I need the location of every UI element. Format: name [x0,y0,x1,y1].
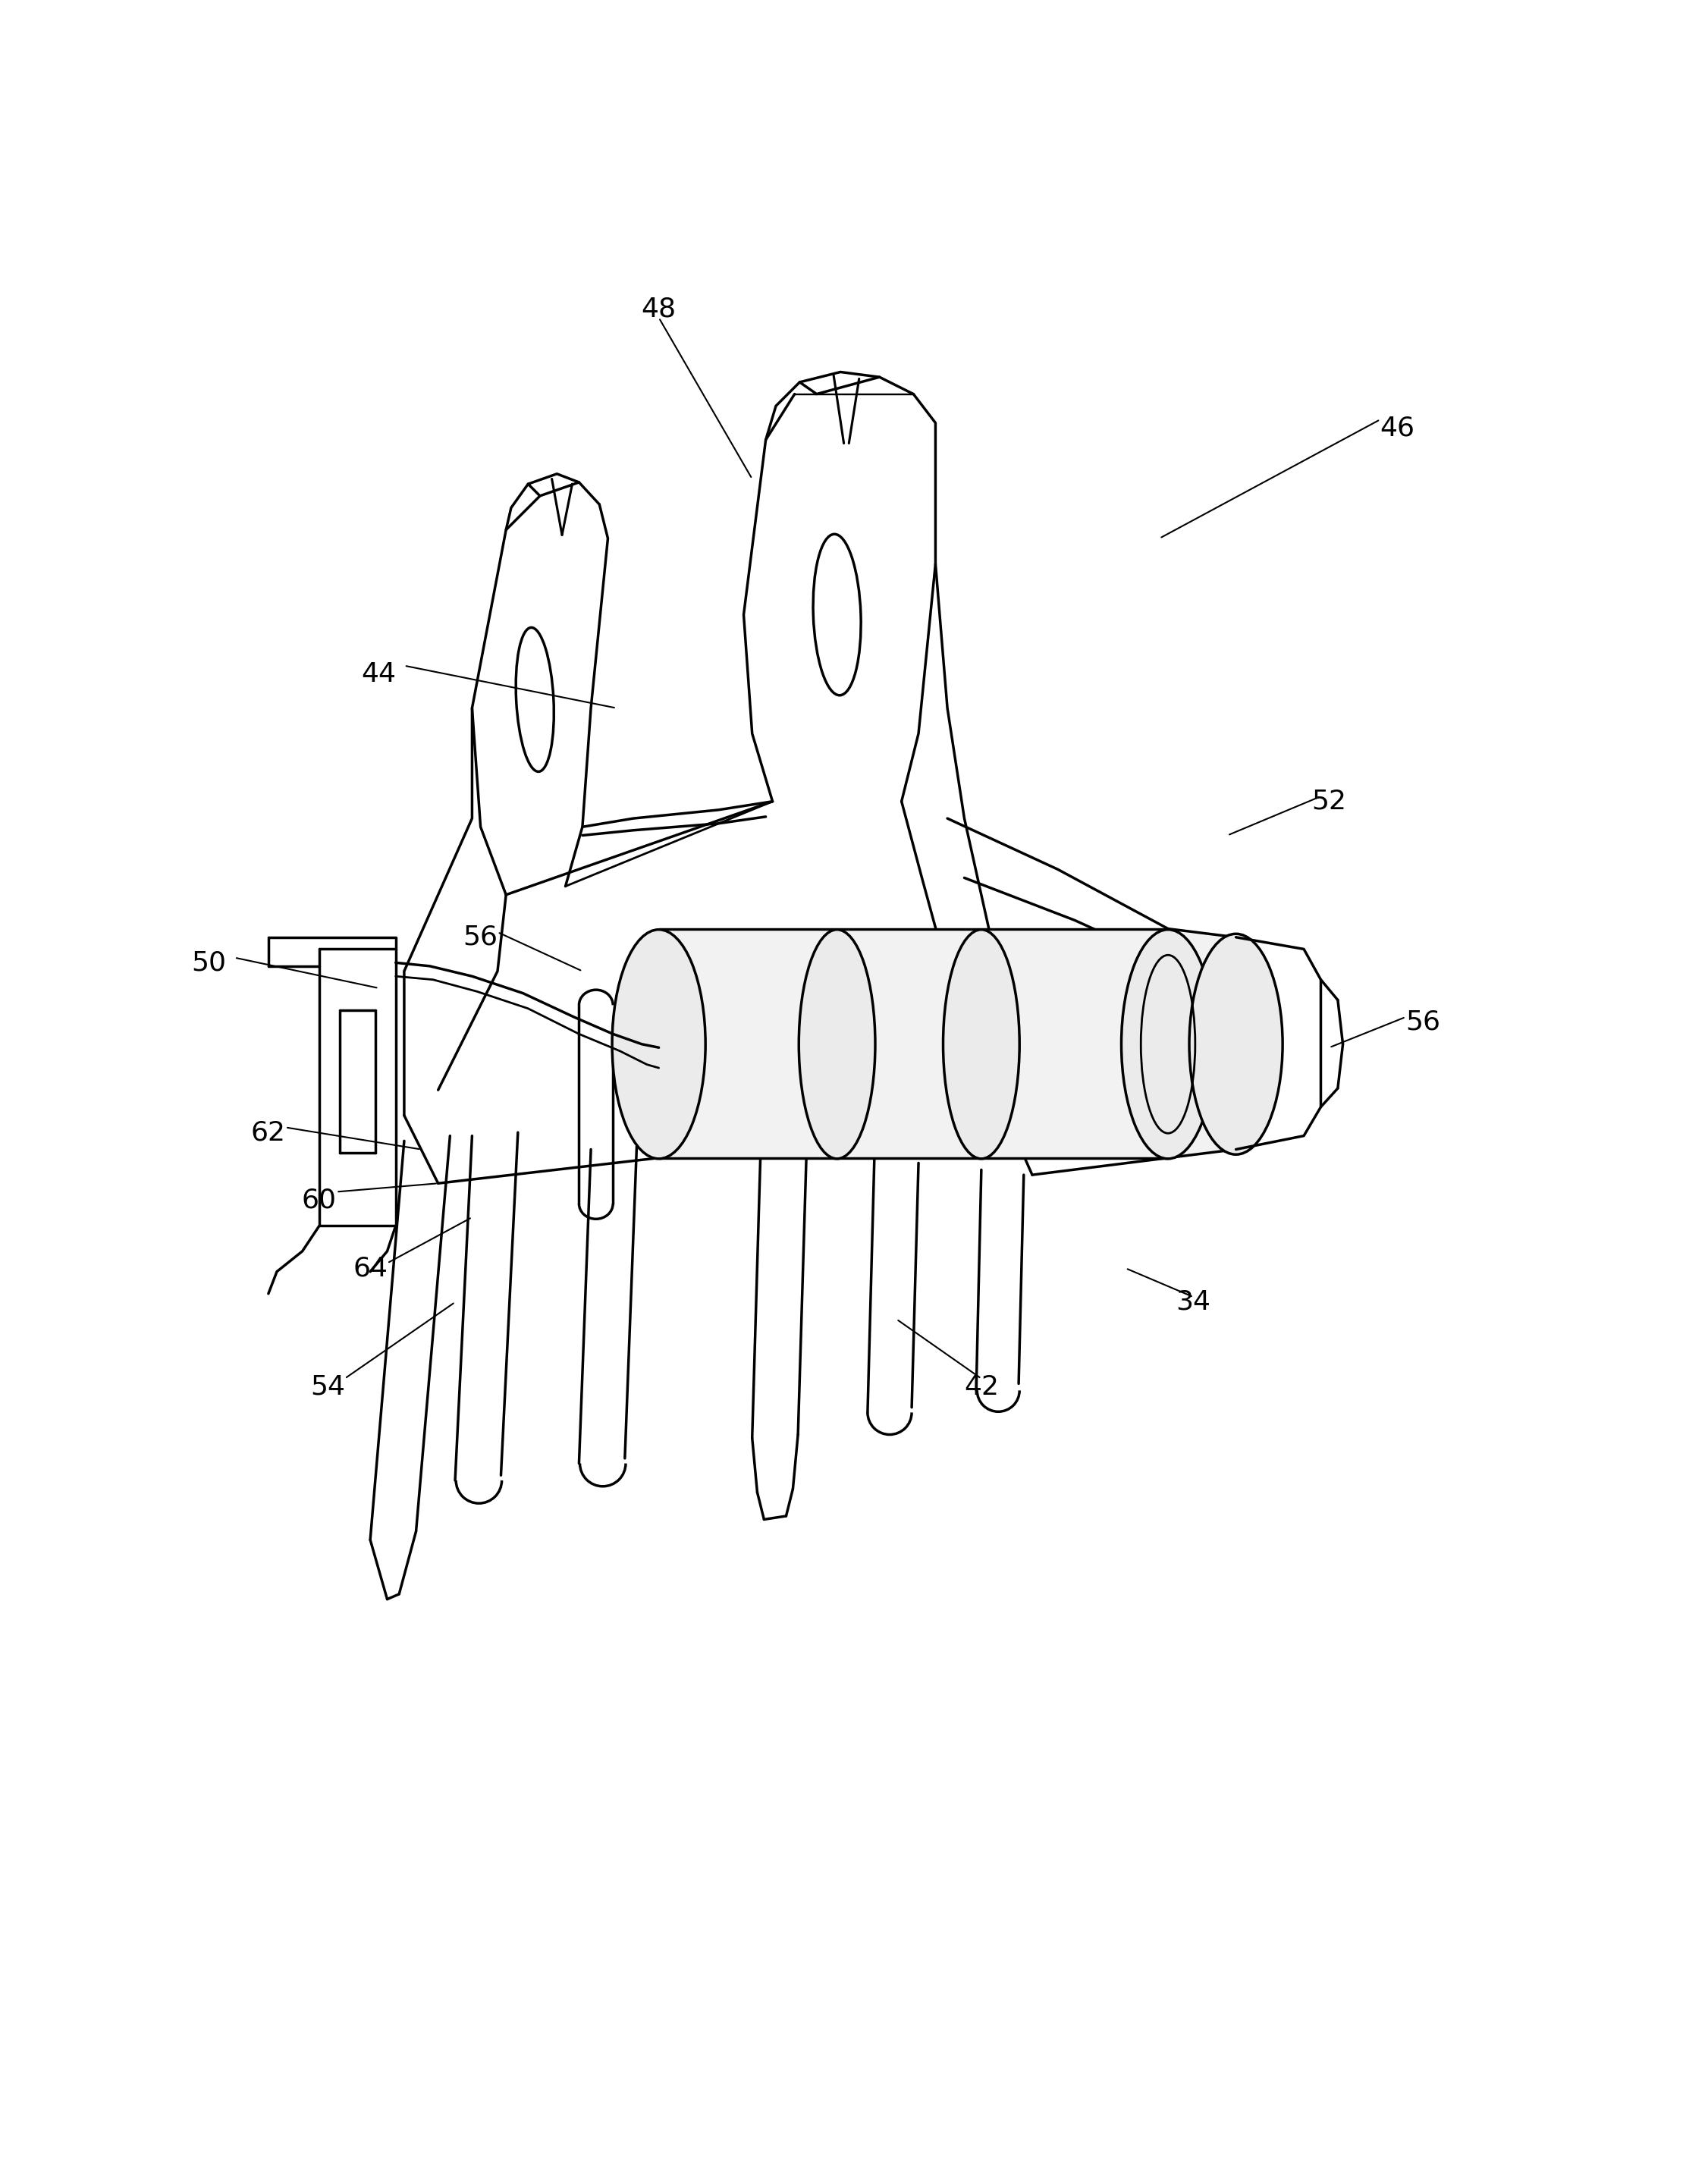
Text: 52: 52 [1312,789,1346,813]
Ellipse shape [516,627,553,772]
Text: 50: 50 [191,950,227,976]
Text: 62: 62 [251,1120,285,1146]
Text: 48: 48 [640,296,676,322]
Text: 46: 46 [1380,415,1414,441]
Polygon shape [659,928,1168,1157]
Ellipse shape [813,534,861,694]
Ellipse shape [611,930,705,1159]
Text: 56: 56 [1406,1010,1440,1034]
Text: 56: 56 [463,924,499,950]
Text: 60: 60 [302,1187,336,1213]
Text: 64: 64 [354,1255,388,1280]
Ellipse shape [1189,934,1283,1155]
Text: 54: 54 [311,1374,345,1399]
Text: 34: 34 [1177,1289,1211,1315]
Ellipse shape [943,930,1020,1159]
Text: 44: 44 [362,662,396,688]
Polygon shape [1168,928,1237,1157]
Text: 42: 42 [963,1374,999,1399]
Ellipse shape [1122,930,1214,1159]
Ellipse shape [799,930,874,1159]
